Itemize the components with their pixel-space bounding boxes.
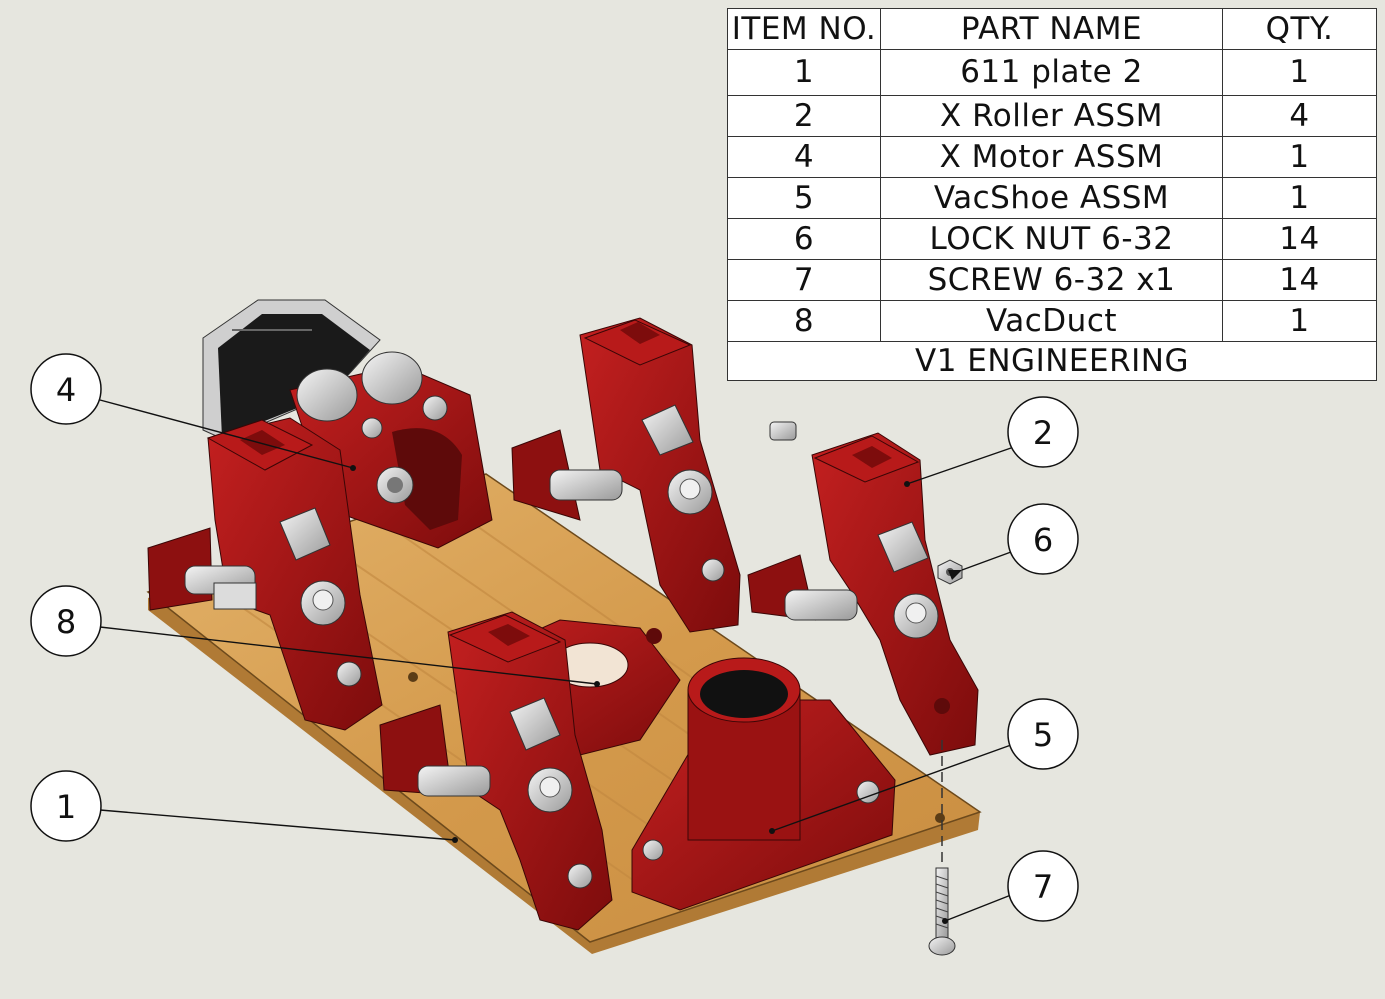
leader-lines — [99, 399, 1012, 922]
header-part-name: PART NAME — [880, 8, 1223, 50]
cell-item-no: 7 — [727, 259, 881, 301]
roller-assembly-front — [379, 611, 613, 931]
roller-assembly-back — [511, 317, 741, 633]
table-footer-row: V1 ENGINEERING — [727, 341, 1377, 381]
cell-item-no: 5 — [727, 177, 881, 219]
cell-qty: 4 — [1222, 95, 1377, 137]
header-qty: QTY. — [1222, 8, 1377, 50]
roller-assembly-left — [147, 417, 383, 731]
table-row: 6 LOCK NUT 6-32 14 — [727, 218, 1377, 260]
table-row: 4 X Motor ASSM 1 — [727, 136, 1377, 178]
table-row: 7 SCREW 6-32 x1 14 — [727, 259, 1377, 301]
balloon-label: 6 — [1033, 521, 1053, 559]
balloon-label: 5 — [1033, 716, 1053, 754]
table-row: 8 VacDuct 1 — [727, 300, 1377, 342]
cell-part-name: VacShoe ASSM — [880, 177, 1223, 219]
cell-qty: 14 — [1222, 218, 1377, 260]
cell-qty: 14 — [1222, 259, 1377, 301]
cell-part-name: LOCK NUT 6-32 — [880, 218, 1223, 260]
balloon-label: 4 — [56, 371, 76, 409]
cell-qty: 1 — [1222, 49, 1377, 96]
cell-part-name: X Roller ASSM — [880, 95, 1223, 137]
balloon-1: 1 — [30, 770, 102, 842]
balloon-label: 8 — [56, 603, 76, 641]
screw — [928, 740, 956, 956]
cell-qty: 1 — [1222, 177, 1377, 219]
stepper-motor — [202, 299, 381, 441]
balloon-7: 7 — [1007, 850, 1079, 922]
cell-qty: 1 — [1222, 136, 1377, 178]
table-row: 2 X Roller ASSM 4 — [727, 95, 1377, 137]
balloon-8: 8 — [30, 585, 102, 657]
table-header-row: ITEM NO. PART NAME QTY. — [727, 8, 1377, 50]
balloon-4: 4 — [30, 353, 102, 425]
balloon-label: 1 — [56, 788, 76, 826]
cell-part-name: SCREW 6-32 x1 — [880, 259, 1223, 301]
cell-qty: 1 — [1222, 300, 1377, 342]
cell-part-name: 611 plate 2 — [880, 49, 1223, 96]
table-row: 1 611 plate 2 1 — [727, 49, 1377, 96]
leader-arrow — [948, 570, 962, 580]
company-name: V1 ENGINEERING — [727, 341, 1377, 381]
balloon-5: 5 — [1007, 698, 1079, 770]
balloon-label: 7 — [1033, 868, 1053, 906]
cell-item-no: 8 — [727, 300, 881, 342]
cell-item-no: 2 — [727, 95, 881, 137]
cell-item-no: 4 — [727, 136, 881, 178]
table-row: 5 VacShoe ASSM 1 — [727, 177, 1377, 219]
cell-part-name: VacDuct — [880, 300, 1223, 342]
balloon-6: 6 — [1007, 503, 1079, 575]
bill-of-materials-table: ITEM NO. PART NAME QTY. 1 611 plate 2 1 … — [727, 8, 1377, 381]
cell-item-no: 6 — [727, 218, 881, 260]
balloon-2: 2 — [1007, 396, 1079, 468]
balloon-label: 2 — [1033, 414, 1053, 452]
vac-shoe — [631, 657, 896, 911]
leader-dots — [350, 465, 948, 924]
header-item-no: ITEM NO. — [727, 8, 881, 50]
cell-part-name: X Motor ASSM — [880, 136, 1223, 178]
roller-assembly-right — [747, 421, 979, 756]
cell-item-no: 1 — [727, 49, 881, 96]
